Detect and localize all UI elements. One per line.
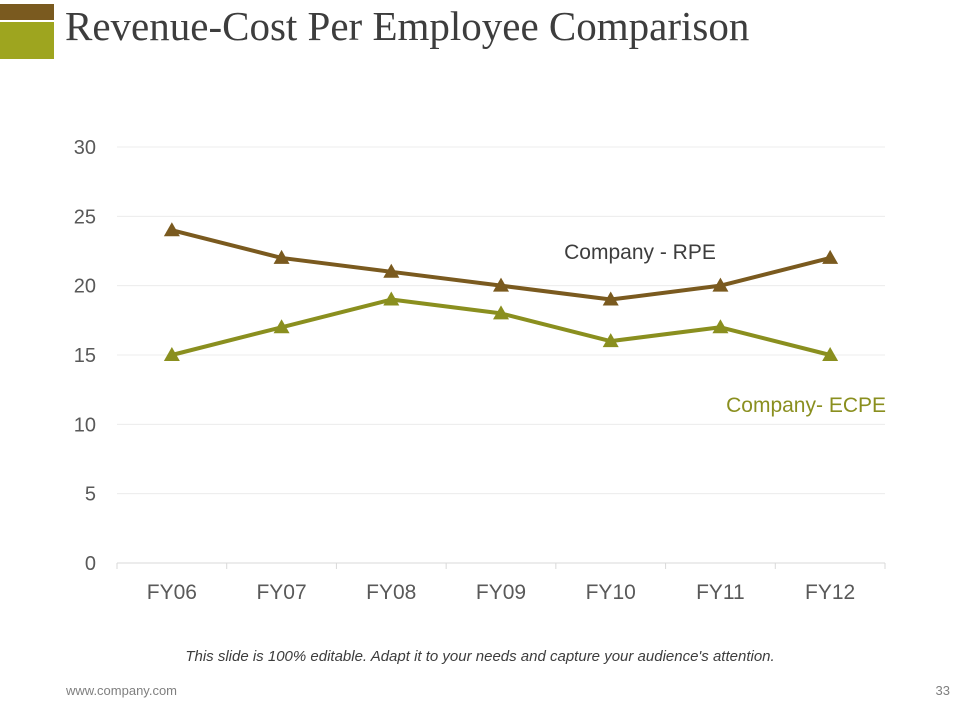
x-tick-label: FY06 [147,581,197,604]
slide-caption: This slide is 100% editable. Adapt it to… [185,648,775,665]
x-tick-label: FY11 [696,581,745,604]
data-point-ecpe [383,291,400,306]
y-tick-label: 5 [85,484,96,506]
accent-bar-dark [0,4,54,20]
line-chart: 0 5 10 15 20 25 30 FY06 FY07 FY08 FY09 FY10 FY11 FY12… [74,137,886,604]
data-point-rpe [602,291,619,306]
series-label-ecpe: Company- ECPE [726,394,886,417]
x-tick-label: FY10 [586,581,636,604]
data-point-ecpe [493,305,509,320]
y-tick-label: 15 [74,345,96,367]
page-number: 33 [935,683,950,698]
data-point-rpe [493,277,509,292]
y-tick-label: 20 [74,276,96,298]
data-point-ecpe [602,333,619,348]
footer-url[interactable]: www.company.com [66,683,178,698]
slide-title: Revenue-Cost Per Employee Comparison [65,3,750,49]
data-point-ecpe [822,347,839,361]
data-point-rpe [822,249,839,264]
y-tick-label: 25 [74,206,96,228]
data-point-ecpe [712,319,729,334]
y-tick-label: 30 [74,137,96,159]
data-point-rpe [383,263,400,278]
x-tick-label: FY07 [256,581,306,604]
data-point-ecpe [273,319,290,334]
data-point-rpe [163,222,180,237]
y-tick-label: 0 [85,553,96,575]
series-label-rpe: Company - RPE [564,241,716,264]
x-tick-label: FY12 [805,581,855,604]
data-point-rpe [712,277,729,292]
x-tick-label: FY08 [366,581,416,604]
y-tick-label: 10 [74,414,96,436]
accent-bar-light [0,22,54,59]
data-point-ecpe [163,347,180,361]
x-tick-label: FY09 [476,581,526,604]
data-point-rpe [273,249,290,264]
